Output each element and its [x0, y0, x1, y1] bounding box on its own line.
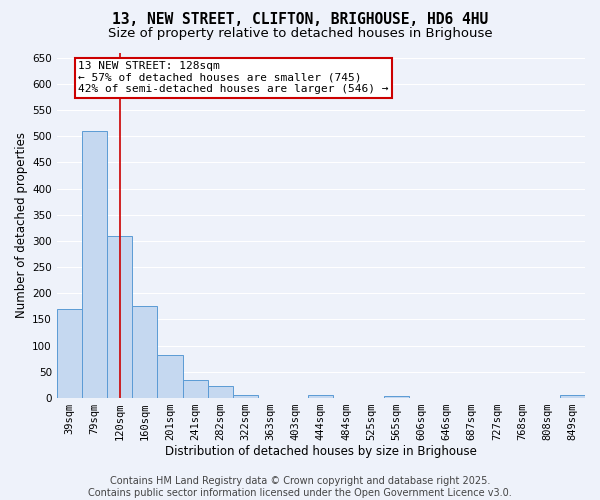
Y-axis label: Number of detached properties: Number of detached properties [15, 132, 28, 318]
Bar [208, 386, 233, 398]
Bar [107, 236, 132, 398]
Bar [308, 396, 334, 398]
Text: 13, NEW STREET, CLIFTON, BRIGHOUSE, HD6 4HU: 13, NEW STREET, CLIFTON, BRIGHOUSE, HD6 … [112, 12, 488, 28]
X-axis label: Distribution of detached houses by size in Brighouse: Distribution of detached houses by size … [165, 444, 477, 458]
Bar [182, 380, 208, 398]
Bar [157, 355, 182, 398]
Text: Size of property relative to detached houses in Brighouse: Size of property relative to detached ho… [107, 28, 493, 40]
Bar [384, 396, 409, 398]
Bar [132, 306, 157, 398]
Bar [82, 131, 107, 398]
Text: Contains HM Land Registry data © Crown copyright and database right 2025.
Contai: Contains HM Land Registry data © Crown c… [88, 476, 512, 498]
Text: 13 NEW STREET: 128sqm
← 57% of detached houses are smaller (745)
42% of semi-det: 13 NEW STREET: 128sqm ← 57% of detached … [78, 61, 388, 94]
Bar [560, 396, 585, 398]
Bar [233, 396, 258, 398]
Bar [57, 309, 82, 398]
